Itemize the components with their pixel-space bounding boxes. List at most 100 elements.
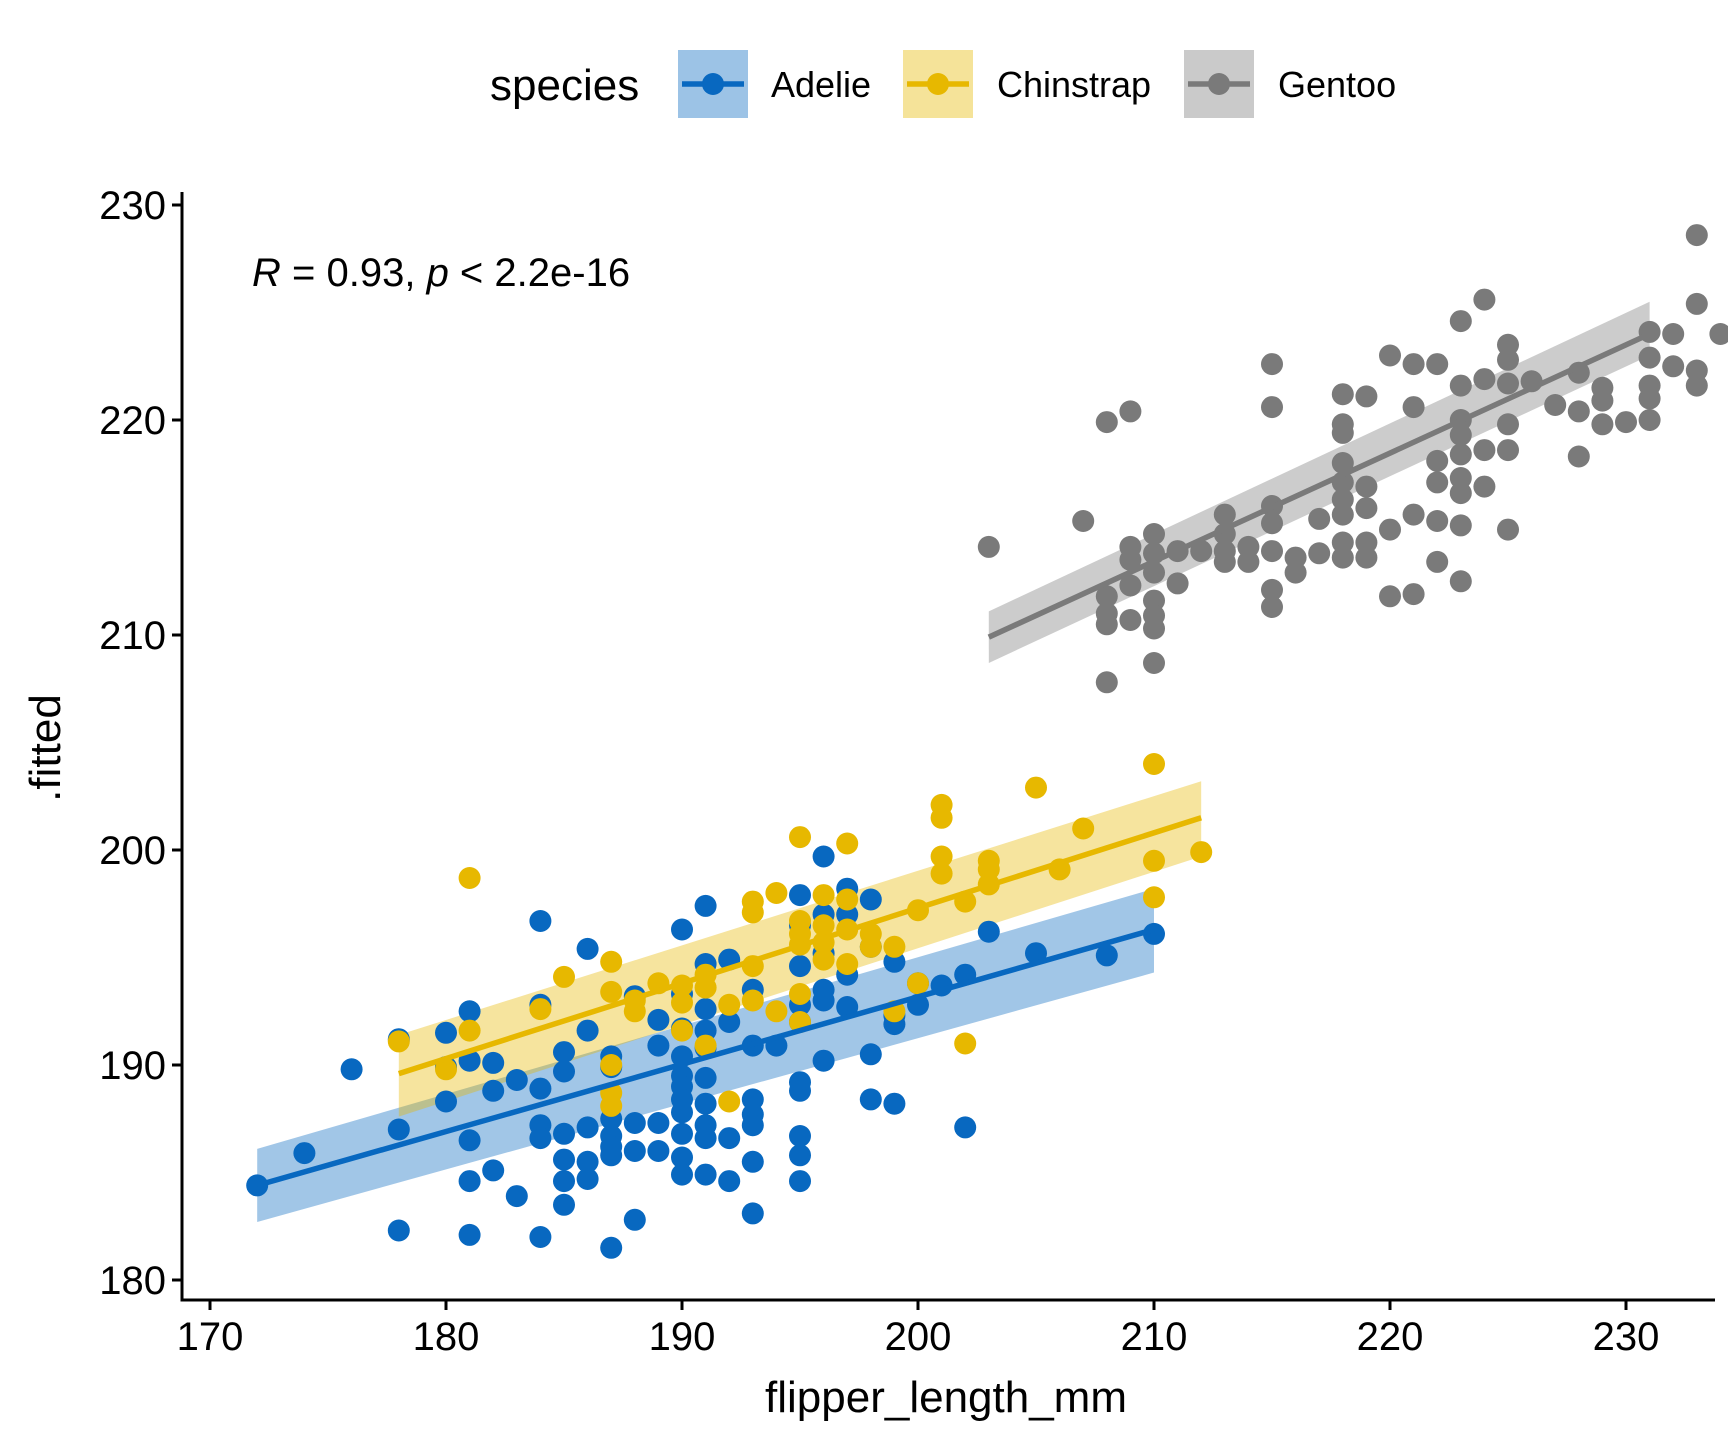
adelie-point [836, 996, 859, 1018]
gentoo-point [1331, 546, 1354, 569]
adelie-point [435, 1021, 457, 1044]
gentoo-point [1449, 467, 1472, 489]
adelie-point [576, 937, 599, 960]
gentoo-point [1190, 540, 1213, 563]
adelie-point [623, 1140, 646, 1162]
adelie-point [623, 1112, 646, 1134]
chinstrap-point [765, 882, 788, 904]
chinstrap-point [930, 806, 953, 829]
adelie-point [812, 845, 835, 868]
chinstrap-point [789, 826, 811, 849]
gentoo-point [1143, 617, 1165, 640]
gentoo-point [1331, 531, 1354, 554]
adelie-point [741, 1114, 764, 1137]
chinstrap-point [930, 845, 953, 868]
y-tick-label: 200 [99, 829, 166, 873]
adelie-point [623, 1208, 646, 1231]
legend-label: Gentoo [1278, 64, 1396, 105]
y-tick-label: 230 [99, 184, 166, 228]
gentoo-point [1402, 503, 1425, 526]
adelie-point [576, 1150, 599, 1173]
gentoo-point [1331, 421, 1354, 444]
adelie-point [694, 1163, 717, 1186]
chinstrap-point [600, 950, 623, 973]
legend-label: Chinstrap [997, 64, 1151, 105]
gentoo-point [1261, 578, 1283, 601]
y-axis-ticks: 180 190 200 210 220 230 [99, 184, 182, 1303]
adelie-point [505, 1069, 528, 1091]
gentoo-point [1449, 443, 1472, 466]
chinstrap-point [812, 948, 835, 971]
gentoo-point [1497, 348, 1519, 371]
gentoo-point [1497, 372, 1519, 395]
x-tick-label: 220 [1357, 1315, 1424, 1359]
r-value: = 0.93, [281, 251, 427, 295]
gentoo-point [1284, 561, 1307, 584]
legend-item-chinstrap: Chinstrap [903, 50, 1151, 118]
chinstrap-point [694, 1034, 717, 1057]
chinstrap-point [458, 867, 481, 889]
chinstrap-point [387, 1030, 410, 1053]
gentoo-point [1355, 475, 1378, 498]
gentoo-point [1449, 310, 1472, 333]
gentoo-point [1473, 475, 1496, 498]
gentoo-point [1143, 561, 1165, 584]
gentoo-point [1638, 387, 1661, 410]
y-tick-label: 210 [99, 614, 166, 658]
legend-key-point [1208, 73, 1230, 95]
fit-lines [256, 331, 1651, 1189]
adelie-point [741, 1150, 764, 1173]
gentoo-point [1567, 400, 1590, 423]
gentoo-point [1095, 411, 1118, 434]
gentoo-point [1355, 546, 1378, 569]
gentoo-point [1544, 394, 1567, 416]
x-axis-title: flipper_length_mm [765, 1373, 1127, 1422]
gentoo-point [1638, 346, 1661, 369]
adelie-point [1025, 942, 1047, 965]
gentoo-point [1591, 413, 1614, 436]
chinstrap-point [836, 888, 859, 911]
correlation-annotation: R = 0.93, p < 2.2e-16 [252, 251, 630, 295]
adelie-point [553, 1148, 575, 1171]
adelie-point [647, 1112, 670, 1134]
adelie-point [812, 1049, 835, 1072]
gentoo-point [1685, 292, 1708, 315]
adelie-point [553, 1122, 575, 1145]
legend-title: species [490, 61, 639, 110]
gentoo-point [1119, 400, 1142, 423]
gentoo-point [1308, 542, 1331, 565]
gentoo-point [1685, 224, 1708, 247]
adelie-point [718, 1127, 741, 1150]
adelie-point [529, 910, 552, 932]
gentoo-point [1331, 503, 1354, 526]
legend-label: Adelie [771, 64, 871, 105]
chinstrap-point [836, 832, 859, 855]
gentoo-point [1473, 368, 1496, 391]
adelie-point [482, 1051, 505, 1074]
gentoo-point [1497, 518, 1519, 541]
adelie-point [671, 1122, 693, 1145]
adelie-point [694, 998, 717, 1021]
x-tick-label: 230 [1593, 1315, 1660, 1359]
adelie-point [859, 1088, 882, 1111]
gentoo-point [1662, 355, 1685, 378]
adelie-point [387, 1219, 410, 1242]
chinstrap-point [1025, 776, 1047, 799]
gentoo-confidence-band [988, 301, 1650, 663]
gentoo-point [1662, 323, 1685, 345]
chinstrap-point [600, 1094, 623, 1117]
adelie-point [458, 1170, 481, 1193]
chinstrap-point [836, 953, 859, 975]
gentoo-point [1166, 572, 1189, 595]
confidence-bands [257, 301, 1650, 1222]
chinstrap-point [600, 1054, 623, 1076]
chinstrap-point [741, 989, 764, 1012]
data-points [246, 224, 1728, 1259]
gentoo-point [1261, 353, 1283, 376]
gentoo-point [1213, 550, 1236, 573]
gentoo-point [1426, 550, 1449, 573]
adelie-point [553, 1170, 575, 1193]
gentoo-point [1143, 523, 1165, 545]
gentoo-point [1426, 449, 1449, 472]
